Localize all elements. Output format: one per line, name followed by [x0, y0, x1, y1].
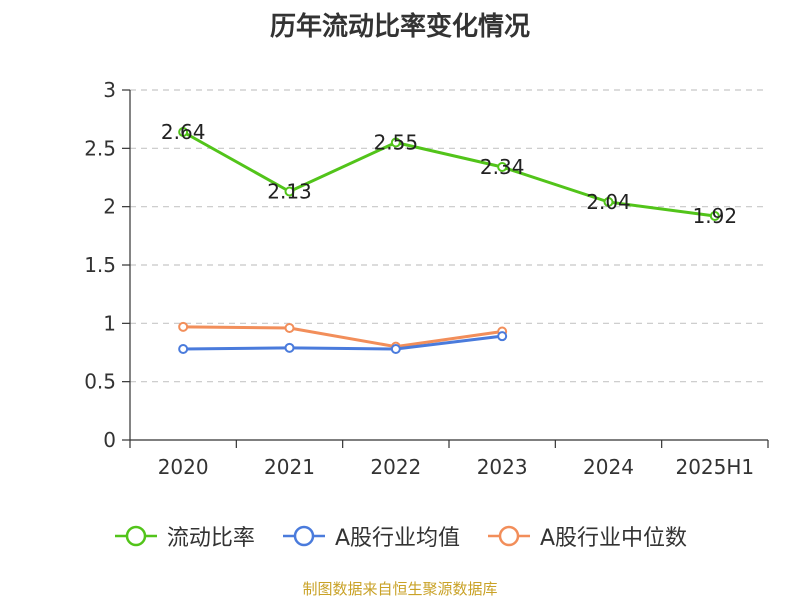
- data-point: [390, 344, 401, 354]
- x-tick-label: 2025H1: [675, 455, 754, 479]
- legend-swatch-current-ratio-icon: [114, 525, 157, 547]
- data-label: 2.13: [267, 180, 312, 204]
- data-point: [497, 162, 508, 172]
- y-tick-label: 3: [103, 78, 116, 102]
- legend-label-industry-median: A股行业中位数: [540, 526, 688, 551]
- series-line: [182, 130, 716, 218]
- y-tick-label: 2: [103, 195, 116, 219]
- series-line: [183, 325, 503, 349]
- data-point: [178, 127, 189, 137]
- x-tick-label: 2020: [158, 455, 209, 479]
- series-line: [183, 334, 503, 351]
- x-tick-label: 2021: [264, 455, 315, 479]
- legend-item-industry-median[interactable]: A股行业中位数: [486, 520, 687, 552]
- x-tick-label: 2022: [370, 455, 421, 479]
- data-label: 2.64: [161, 120, 206, 144]
- legend-swatch-industry-median-icon: [488, 525, 530, 547]
- data-label: 1.92: [693, 204, 738, 228]
- legend-item-industry-mean[interactable]: A股行业均值: [281, 520, 460, 552]
- legend-item-current-ratio[interactable]: 流动比率: [113, 520, 255, 552]
- legend: 流动比率 A股行业均值 A股行业中位数: [0, 520, 800, 552]
- data-point: [178, 344, 189, 354]
- data-point: [178, 321, 189, 332]
- x-tick-label: 2023: [477, 455, 528, 479]
- x-tick-label: 2024: [583, 455, 634, 479]
- legend-swatch-industry-mean-icon: [282, 525, 325, 547]
- y-tick-label: 0: [103, 428, 116, 452]
- data-point: [603, 197, 614, 207]
- y-tick-label: 2.5: [84, 136, 116, 160]
- legend-label-current-ratio: 流动比率: [166, 526, 255, 551]
- legend-label-industry-mean: A股行业均值: [334, 526, 460, 551]
- data-label: 2.34: [480, 155, 525, 179]
- data-point: [284, 186, 295, 197]
- data-label: 2.55: [374, 131, 419, 155]
- data-point: [284, 323, 295, 333]
- data-point: [390, 137, 401, 148]
- source-note: 制图数据来自恒生聚源数据库: [302, 580, 498, 598]
- data-point: [709, 211, 720, 221]
- data-point: [497, 331, 508, 342]
- y-tick-label: 0.5: [84, 370, 116, 394]
- data-point: [284, 342, 295, 353]
- chart-title: 历年流动比率变化情况: [269, 12, 530, 42]
- data-label: 2.04: [586, 190, 631, 214]
- y-tick-label: 1: [103, 311, 116, 335]
- y-tick-label: 1.5: [84, 253, 116, 277]
